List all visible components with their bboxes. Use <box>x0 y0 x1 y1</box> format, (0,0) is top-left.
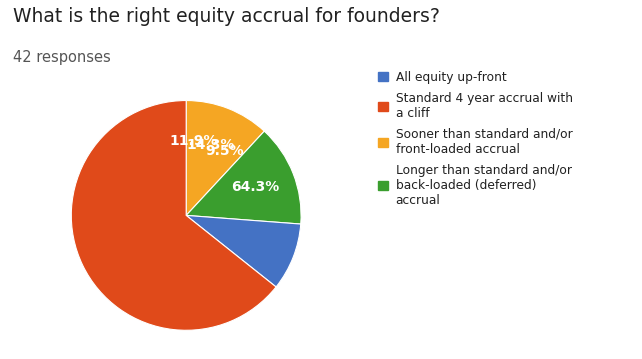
Legend: All equity up-front, Standard 4 year accrual with
a cliff, Sooner than standard : All equity up-front, Standard 4 year acc… <box>379 71 573 206</box>
Text: 9.5%: 9.5% <box>205 144 244 158</box>
Wedge shape <box>186 215 300 287</box>
Wedge shape <box>186 101 265 215</box>
Wedge shape <box>186 131 301 224</box>
Text: 42 responses: 42 responses <box>13 50 110 65</box>
Text: 14.3%: 14.3% <box>186 138 235 152</box>
Wedge shape <box>71 101 276 330</box>
Text: 11.9%: 11.9% <box>169 134 218 148</box>
Text: What is the right equity accrual for founders?: What is the right equity accrual for fou… <box>13 7 440 26</box>
Text: 64.3%: 64.3% <box>231 180 279 194</box>
